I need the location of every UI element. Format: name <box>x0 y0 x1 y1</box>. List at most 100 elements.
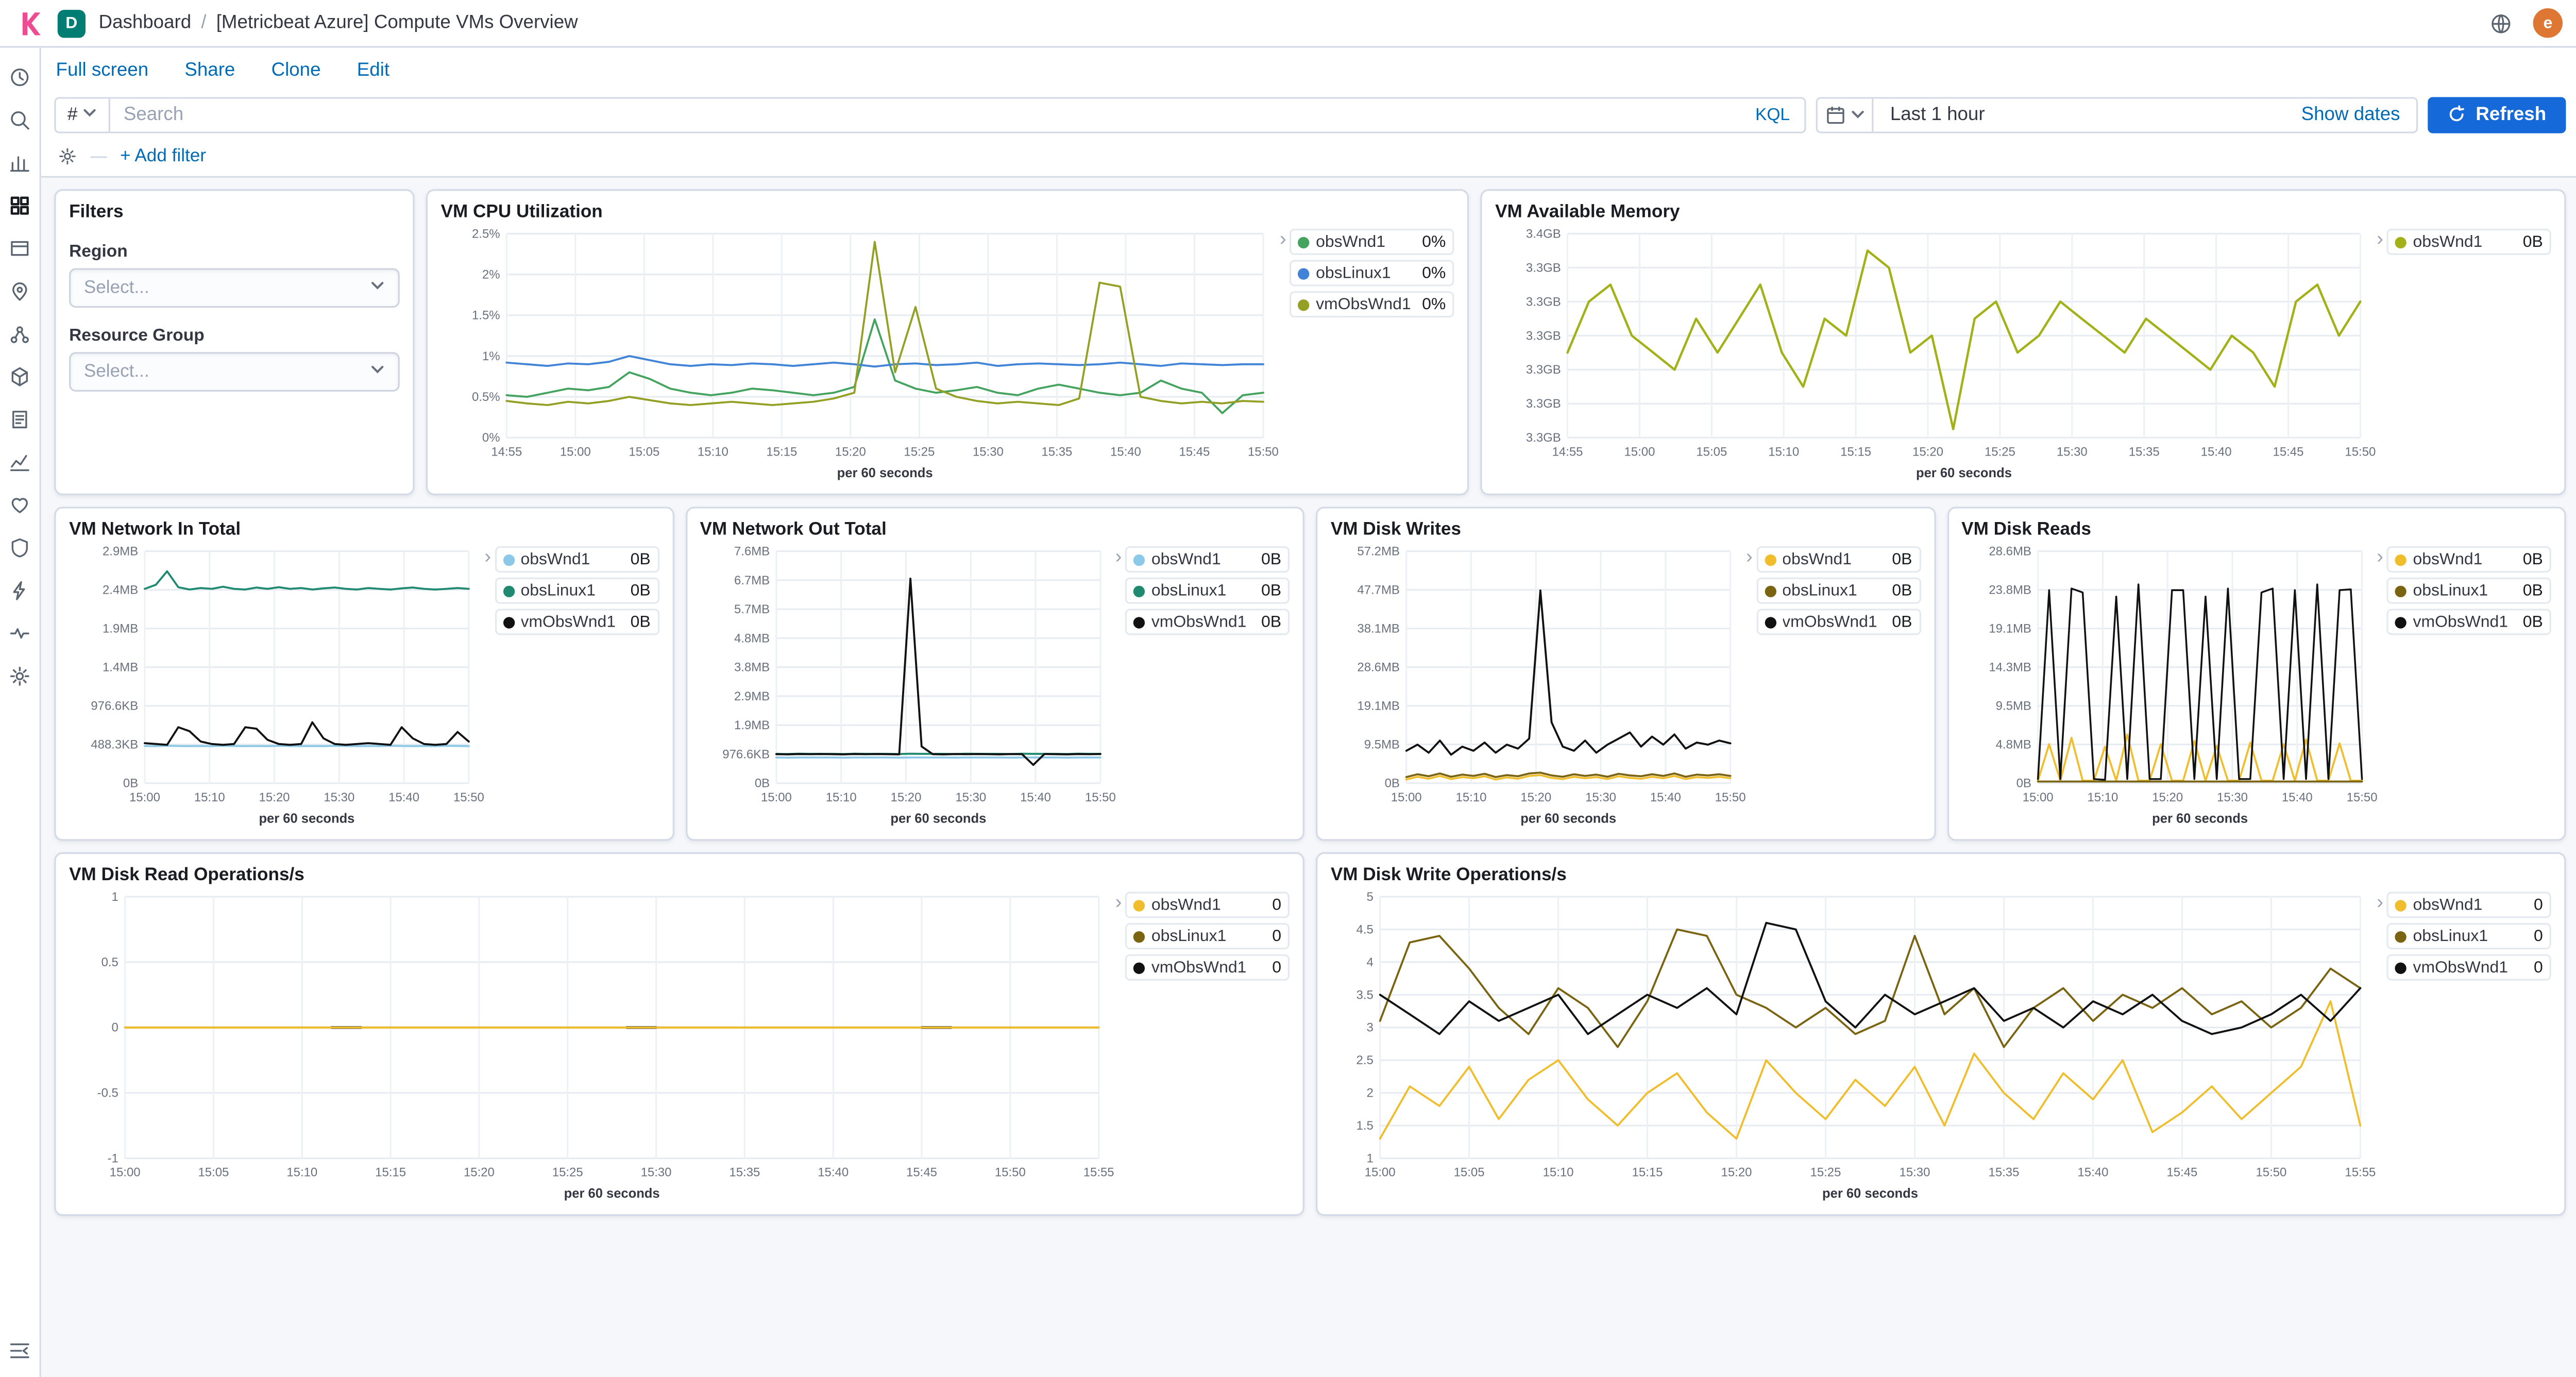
edit-link[interactable]: Edit <box>357 60 390 80</box>
legend-dot <box>1764 584 1776 597</box>
legend-item-vmObsWnd1[interactable]: vmObsWnd1 0 <box>1125 954 1290 981</box>
svg-text:15:00: 15:00 <box>560 445 591 459</box>
full-screen-link[interactable]: Full screen <box>56 60 149 80</box>
legend-item-obsWnd1[interactable]: obsWnd1 0 <box>2386 892 2551 918</box>
svg-text:15:40: 15:40 <box>1110 445 1141 459</box>
legend-expand-icon[interactable]: › <box>484 544 491 568</box>
kql-toggle[interactable]: KQL <box>1755 104 1790 125</box>
legend-item-obsWnd1[interactable]: obsWnd1 0B <box>1125 546 1290 573</box>
query-bar: # KQL Last 1 hour Show dates R <box>41 92 2576 137</box>
saved-query-menu-button[interactable]: # <box>56 97 111 131</box>
legend-item-obsLinux1[interactable]: obsLinux1 0% <box>1289 260 1454 287</box>
add-filter-link[interactable]: + Add filter <box>120 146 207 166</box>
legend-item-obsLinux1[interactable]: obsLinux1 0 <box>1125 923 1290 950</box>
legend-label: vmObsWnd1 <box>1316 295 1411 314</box>
sidebar-item-dashboard[interactable] <box>7 193 33 219</box>
legend-item-vmObsWnd1[interactable]: vmObsWnd1 0 <box>2386 954 2551 981</box>
filter-bar: + Add filter <box>41 137 2576 178</box>
legend-label: obsWnd1 <box>1151 896 1221 914</box>
panel-title: VM Disk Read Operations/s <box>69 865 304 885</box>
legend-expand-icon[interactable]: › <box>1279 227 1286 250</box>
legend-item-obsWnd1[interactable]: obsWnd1 0B <box>1756 546 1921 573</box>
svg-text:15:10: 15:10 <box>194 791 225 804</box>
sidebar-item-canvas[interactable] <box>7 236 33 262</box>
kibana-logo[interactable] <box>16 9 44 37</box>
svg-text:15:20: 15:20 <box>1912 445 1943 459</box>
share-link[interactable]: Share <box>184 60 235 80</box>
legend-item-vmObsWnd1[interactable]: vmObsWnd1 0B <box>494 609 659 635</box>
svg-text:15:50: 15:50 <box>995 1166 1026 1180</box>
space-avatar[interactable]: D <box>57 9 86 37</box>
sidebar-item-siem[interactable] <box>7 535 33 561</box>
breadcrumb-dashboard[interactable]: Dashboard <box>98 13 192 33</box>
chart-vm-cpu-utilization[interactable]: 2.5% 2% 1.5% 1% 0.5% 0% 14:55 15:00 15:05 15:10 15… <box>441 224 1280 482</box>
legend-expand-icon[interactable]: › <box>1745 544 1753 568</box>
chart-vm-network-in-total[interactable]: 2.9MB 2.4MB 1.9MB 1.4MB 976.6KB 488.3KB 0B 15:0… <box>69 541 484 828</box>
sidebar-item-logs[interactable] <box>7 407 33 433</box>
legend-item-obsWnd1[interactable]: obsWnd1 0% <box>1289 228 1454 255</box>
legend-list: obsWnd1 0 obsLinux1 0 vmObsWnd1 0 <box>1125 892 1290 1202</box>
filter-options-button[interactable] <box>58 146 77 166</box>
svg-text:per 60 seconds: per 60 seconds <box>1916 466 2012 480</box>
search-input[interactable] <box>110 104 1756 125</box>
legend-item-vmObsWnd1[interactable]: vmObsWnd1 0B <box>2386 609 2551 635</box>
sidebar-item-visualize[interactable] <box>7 150 33 176</box>
sidebar-item-machine-learning[interactable] <box>7 321 33 347</box>
legend-value: 0B <box>2522 581 2543 600</box>
svg-text:15:35: 15:35 <box>1041 445 1072 459</box>
legend-expand-icon[interactable]: › <box>2377 227 2384 250</box>
legend-expand-icon[interactable]: › <box>2377 544 2384 568</box>
sidebar-item-dev-tools[interactable] <box>7 578 33 604</box>
legend-item-vmObsWnd1[interactable]: vmObsWnd1 0% <box>1289 291 1454 318</box>
legend-expand-icon[interactable]: › <box>1115 544 1122 568</box>
resource-group-select[interactable]: Select... <box>69 352 400 392</box>
legend-item-obsLinux1[interactable]: obsLinux1 0B <box>494 577 659 604</box>
globe-icon[interactable] <box>2488 11 2513 36</box>
svg-text:0.5%: 0.5% <box>472 390 500 404</box>
legend-item-obsLinux1[interactable]: obsLinux1 0B <box>2386 577 2551 604</box>
legend-item-obsLinux1[interactable]: obsLinux1 0 <box>2386 923 2551 950</box>
sidebar-item-management[interactable] <box>7 663 33 690</box>
legend-item-obsWnd1[interactable]: obsWnd1 0 <box>1125 892 1290 918</box>
region-select[interactable]: Select... <box>69 268 400 308</box>
sidebar-item-uptime[interactable] <box>7 492 33 518</box>
legend-expand-icon[interactable]: › <box>1115 890 1122 913</box>
legend-vm-disk-read-operations: › obsWnd1 0 obsLinux1 0 vmObsWnd1 0 <box>1115 887 1290 1203</box>
legend-item-obsWnd1[interactable]: obsWnd1 0B <box>2386 228 2551 255</box>
sidebar-item-stack-monitoring[interactable] <box>7 620 33 647</box>
clone-link[interactable]: Clone <box>271 60 321 80</box>
hash-icon: # <box>67 104 78 125</box>
chart-vm-disk-writes[interactable]: 57.2MB 47.7MB 38.1MB 28.6MB 19.1MB 9.5MB 0B 15:… <box>1331 541 1746 828</box>
legend-item-vmObsWnd1[interactable]: vmObsWnd1 0B <box>1125 609 1290 635</box>
legend-item-vmObsWnd1[interactable]: vmObsWnd1 0B <box>1756 609 1921 635</box>
chart-vm-network-out-total[interactable]: 7.6MB 6.7MB 5.7MB 4.8MB 3.8MB 2.9MB 1.9MB 976.6… <box>700 541 1115 828</box>
calendar-button[interactable] <box>1818 97 1874 131</box>
legend-label: obsLinux1 <box>2413 581 2488 600</box>
legend-label: obsWnd1 <box>520 550 590 569</box>
user-avatar[interactable]: e <box>2533 8 2563 38</box>
collapse-sidebar-icon[interactable] <box>7 1338 33 1364</box>
svg-text:3.4GB: 3.4GB <box>1526 227 1561 241</box>
time-range-value[interactable]: Last 1 hour <box>1890 104 1985 125</box>
chart-vm-disk-reads[interactable]: 28.6MB 23.8MB 19.1MB 14.3MB 9.5MB 4.8MB 0B 15:0… <box>1961 541 2377 828</box>
svg-text:2.9MB: 2.9MB <box>103 545 138 559</box>
chart-vm-available-memory[interactable]: 3.4GB 3.3GB 3.3GB 3.3GB 3.3GB 3.3GB 3.3GB 14:55… <box>1495 224 2377 482</box>
legend-item-obsWnd1[interactable]: obsWnd1 0B <box>2386 546 2551 573</box>
show-dates-link[interactable]: Show dates <box>2301 104 2400 125</box>
svg-text:per 60 seconds: per 60 seconds <box>1520 811 1616 826</box>
chart-vm-disk-write-operations[interactable]: 5 4.5 4 3.5 3 2.5 2 1.5 1 15:00 15:05 15:10 15:15 15:… <box>1331 887 2377 1203</box>
svg-text:3.3GB: 3.3GB <box>1526 363 1561 377</box>
legend-list: obsWnd1 0B <box>2386 228 2551 482</box>
legend-item-obsLinux1[interactable]: obsLinux1 0B <box>1756 577 1921 604</box>
refresh-button[interactable]: Refresh <box>2428 96 2566 133</box>
sidebar-item-maps[interactable] <box>7 278 33 305</box>
sidebar-item-discover[interactable] <box>7 107 33 133</box>
sidebar-item-metrics[interactable] <box>7 364 33 390</box>
legend-expand-icon[interactable]: › <box>2377 890 2384 913</box>
legend-dot <box>2395 899 2406 911</box>
sidebar-item-recently-viewed[interactable] <box>7 64 33 91</box>
chart-vm-disk-read-operations[interactable]: 1 0.5 0 -0.5 -1 15:00 15:05 15:10 15:15 15:20 15:2… <box>69 887 1115 1203</box>
legend-item-obsWnd1[interactable]: obsWnd1 0B <box>494 546 659 573</box>
sidebar-item-apm[interactable] <box>7 449 33 476</box>
legend-item-obsLinux1[interactable]: obsLinux1 0B <box>1125 577 1290 604</box>
